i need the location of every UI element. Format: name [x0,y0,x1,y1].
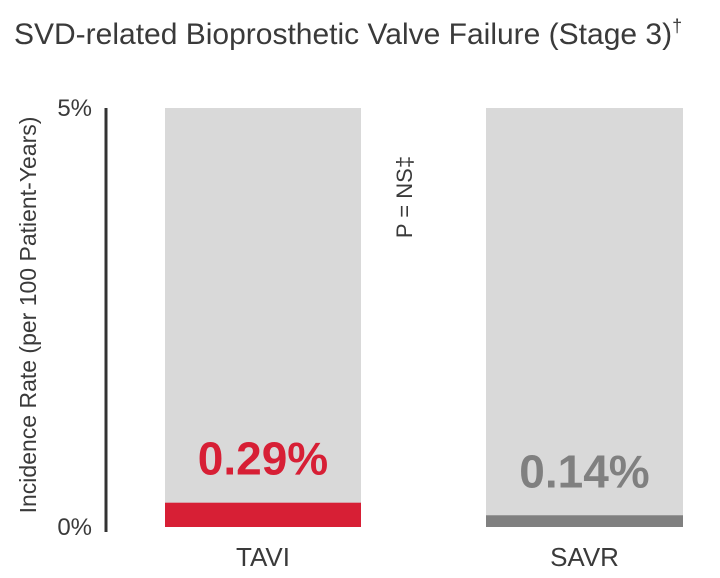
bar-savr [486,515,683,527]
y-axis-label: Incidence Rate (per 100 Patient-Years) [15,117,41,514]
bar-tavi [165,502,361,527]
value-label-savr: 0.14% [519,445,649,497]
bar-background-savr [486,108,683,527]
bars: 0.29% TAVI 0.14% SAVR [165,108,683,572]
value-label-tavi: 0.29% [198,433,328,485]
chart-title-superscript: † [672,16,682,36]
category-label-tavi: TAVI [236,542,290,572]
chart-title-main: SVD-related Bioprosthetic Valve Failure … [14,18,672,51]
chart-title: SVD-related Bioprosthetic Valve Failure … [14,16,682,51]
y-tick-label: 0% [57,514,92,541]
y-tick-label: 5% [57,95,92,122]
bar-background-tavi [165,108,361,527]
y-axis-ticks: 0% 5% [57,95,92,541]
p-value-annotation: P = NS‡ [392,156,417,238]
category-label-savr: SAVR [550,542,619,572]
